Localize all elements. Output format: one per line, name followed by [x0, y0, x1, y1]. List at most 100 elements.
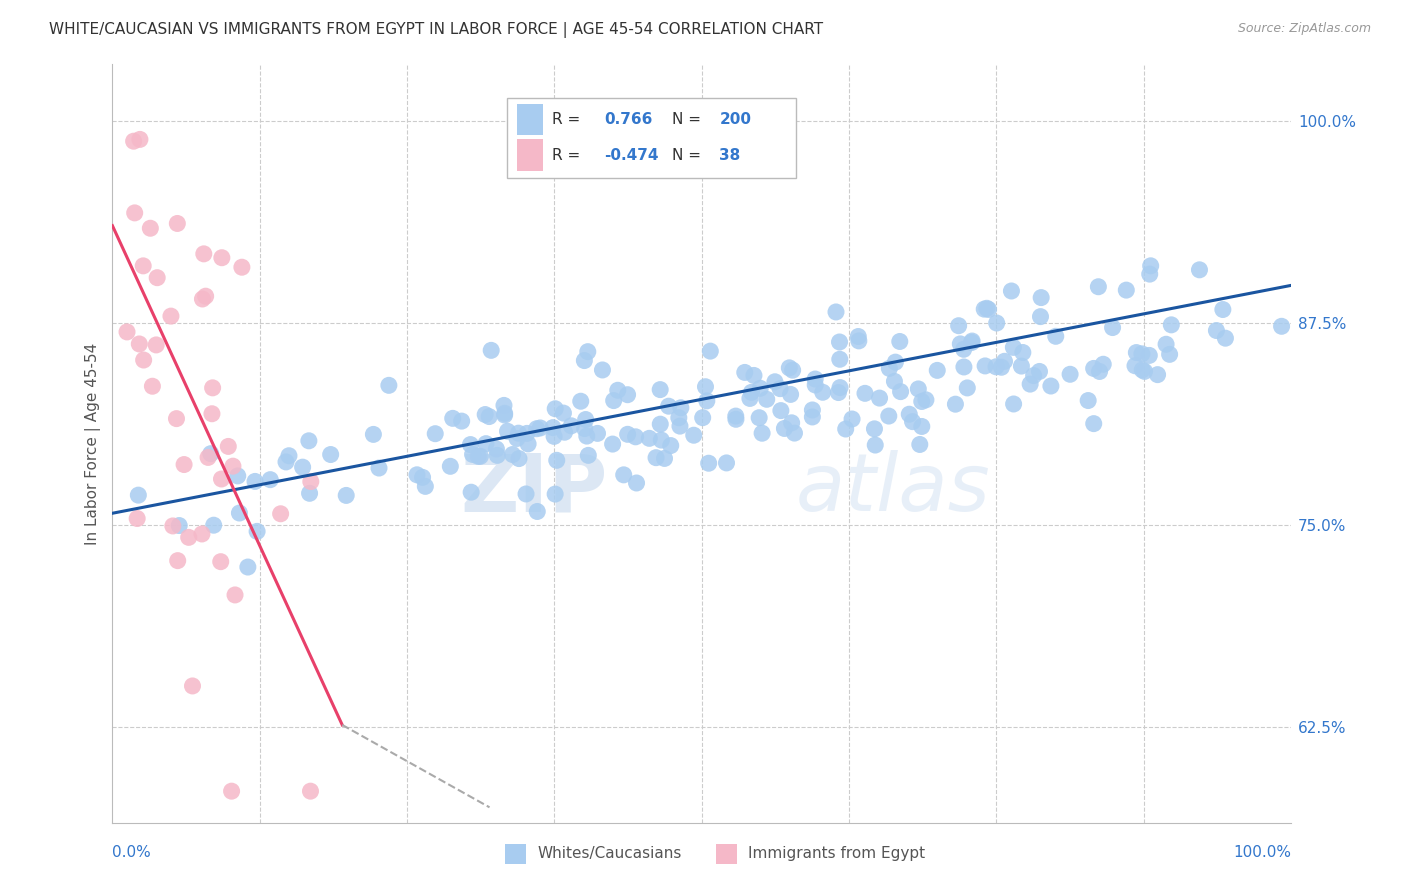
- Point: [883, 375, 905, 389]
- Point: [1130, 347, 1153, 361]
- Point: [226, 469, 249, 483]
- Point: [650, 383, 672, 397]
- Point: [502, 448, 524, 462]
- Point: [977, 302, 1000, 317]
- Point: [201, 407, 224, 421]
- Point: [546, 453, 568, 467]
- Point: [425, 426, 447, 441]
- Point: [697, 456, 720, 470]
- Point: [516, 426, 538, 441]
- Point: [1045, 329, 1067, 343]
- Point: [654, 451, 676, 466]
- Point: [884, 355, 907, 369]
- Point: [259, 473, 281, 487]
- Point: [274, 455, 297, 469]
- Point: [228, 506, 250, 520]
- Point: [486, 448, 509, 462]
- Point: [1271, 319, 1294, 334]
- Text: Whites/Caucasians: Whites/Caucasians: [537, 847, 682, 862]
- Point: [478, 409, 501, 424]
- Point: [209, 555, 232, 569]
- Point: [948, 318, 970, 333]
- Point: [907, 382, 929, 396]
- Point: [668, 410, 690, 425]
- Point: [278, 449, 301, 463]
- Point: [368, 461, 391, 475]
- Point: [496, 424, 519, 438]
- Point: [724, 409, 747, 423]
- Point: [129, 132, 152, 146]
- Point: [1160, 318, 1182, 332]
- Point: [602, 437, 624, 451]
- Point: [450, 414, 472, 428]
- Point: [145, 338, 167, 352]
- Point: [122, 134, 145, 148]
- Point: [742, 368, 765, 383]
- Point: [911, 394, 934, 409]
- Point: [1083, 361, 1105, 376]
- Point: [877, 409, 900, 423]
- Point: [492, 398, 515, 412]
- Point: [574, 353, 596, 368]
- Point: [474, 408, 496, 422]
- Text: N =: N =: [672, 112, 702, 127]
- Point: [128, 337, 150, 351]
- Point: [202, 518, 225, 533]
- Point: [181, 679, 204, 693]
- Point: [846, 329, 869, 343]
- Point: [949, 337, 972, 351]
- Point: [1002, 340, 1025, 354]
- Point: [127, 488, 149, 502]
- Point: [927, 363, 949, 377]
- Point: [460, 437, 482, 451]
- Point: [783, 426, 806, 441]
- Point: [132, 353, 155, 368]
- Point: [127, 511, 149, 525]
- Point: [406, 467, 429, 482]
- Point: [1092, 357, 1115, 371]
- Point: [984, 359, 1007, 374]
- Point: [1088, 364, 1111, 378]
- Point: [1159, 347, 1181, 361]
- Point: [217, 439, 239, 453]
- Point: [1101, 320, 1123, 334]
- Point: [243, 475, 266, 489]
- Point: [960, 335, 983, 350]
- Point: [804, 372, 827, 386]
- Point: [1002, 397, 1025, 411]
- Point: [246, 524, 269, 539]
- Point: [827, 385, 849, 400]
- Point: [553, 406, 575, 420]
- Point: [299, 784, 322, 798]
- Point: [461, 447, 484, 461]
- Point: [554, 425, 576, 440]
- Point: [853, 386, 876, 401]
- Point: [616, 427, 638, 442]
- Point: [146, 270, 169, 285]
- Point: [953, 359, 976, 374]
- Text: R =: R =: [553, 148, 585, 162]
- Point: [319, 448, 342, 462]
- Point: [1154, 337, 1177, 351]
- Point: [1133, 364, 1156, 378]
- Point: [591, 363, 613, 377]
- Point: [990, 360, 1012, 375]
- Point: [908, 437, 931, 451]
- Text: atlas: atlas: [796, 450, 991, 528]
- Point: [1130, 363, 1153, 377]
- Point: [132, 259, 155, 273]
- Text: Source: ZipAtlas.com: Source: ZipAtlas.com: [1237, 22, 1371, 36]
- Point: [201, 381, 224, 395]
- Point: [298, 434, 321, 448]
- Point: [1029, 310, 1052, 324]
- Text: R =: R =: [553, 112, 585, 127]
- Point: [748, 410, 770, 425]
- Point: [811, 385, 834, 400]
- Point: [1123, 359, 1146, 373]
- Text: ZIP: ZIP: [460, 450, 607, 528]
- Point: [299, 475, 322, 489]
- Point: [696, 393, 718, 408]
- Point: [960, 334, 983, 348]
- FancyBboxPatch shape: [516, 103, 543, 136]
- Point: [769, 403, 792, 417]
